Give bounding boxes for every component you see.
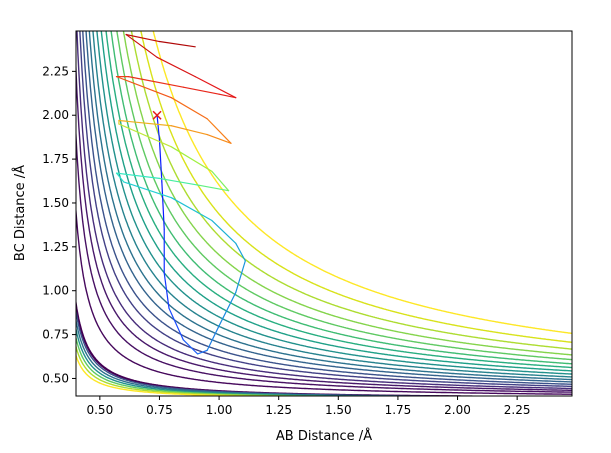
trajectory-segment (118, 119, 172, 127)
start-marker-stroke (152, 110, 162, 120)
plot-frame (75, 30, 573, 397)
trajectory-segment (170, 146, 213, 172)
contour-line (100, 31, 572, 372)
y-axis-label: BC Distance /Å (12, 165, 28, 261)
x-tick-label: 2.00 (444, 403, 471, 417)
y-tick-label: 2.00 (42, 108, 69, 122)
contour-line (76, 353, 290, 396)
trajectory-segment (182, 86, 220, 95)
contour-line (82, 31, 572, 385)
y-tick-label: 1.00 (42, 284, 69, 298)
y-tick-label: 0.75 (42, 328, 69, 342)
y-tick-label: 1.25 (42, 240, 69, 254)
trajectory-segment (156, 56, 196, 78)
trajectory-segment (206, 325, 220, 351)
x-tick-label: 1.75 (385, 403, 412, 417)
trajectory-segment (170, 125, 208, 136)
trajectory-segment (211, 219, 237, 244)
contour-line (76, 123, 572, 393)
contour-line (116, 31, 572, 361)
x-tick-label: 1.00 (206, 403, 233, 417)
contour-line (79, 31, 572, 388)
trajectory-segment (218, 93, 237, 99)
contour-line (105, 31, 572, 369)
contour-line (130, 31, 572, 350)
trajectory-segment (218, 291, 237, 327)
trajectory-segment (235, 260, 246, 294)
contour-line (96, 31, 572, 375)
trajectory-segment (206, 118, 232, 144)
trajectory-segment (211, 170, 230, 192)
trajectory-segment (163, 272, 170, 309)
trajectory-segment (194, 76, 237, 99)
trajectory-segment (125, 33, 161, 43)
y-tick-label: 2.25 (42, 64, 69, 78)
contour-line (76, 31, 572, 390)
trajectory-segment (170, 197, 213, 222)
trajectory-segment (156, 114, 161, 141)
contour-line (85, 31, 572, 383)
y-tick-label: 0.50 (42, 371, 69, 385)
trajectory-segment (158, 177, 201, 187)
contour-line (110, 31, 572, 365)
trajectory-segment (170, 97, 208, 120)
trajectory-segment (197, 349, 208, 355)
contour-lines (76, 31, 572, 396)
y-axis-ticks: 0.50 0.75 1.00 1.25 1.50 1.75 2.00 2.25 (42, 64, 76, 385)
x-tick-label: 0.50 (86, 403, 113, 417)
trajectory-segment (115, 172, 125, 183)
trajectory-path (115, 33, 246, 355)
x-axis-ticks: 0.50 0.75 1.00 1.25 1.50 1.75 2.00 2.25 (86, 396, 531, 417)
contour-line (76, 54, 572, 391)
trajectory-segment (235, 242, 246, 262)
x-tick-label: 0.75 (146, 403, 173, 417)
trajectory-segment (123, 181, 172, 199)
x-tick-label: 1.25 (265, 403, 292, 417)
x-axis-label: AB Distance /Å (276, 428, 372, 444)
trajectory-segment (115, 76, 172, 99)
trajectory-segment (125, 33, 158, 58)
trajectory-segment (118, 123, 172, 148)
y-tick-label: 1.75 (42, 152, 69, 166)
trajectory-segment (182, 339, 199, 355)
contour-line (76, 343, 335, 396)
contour-line (76, 334, 380, 396)
x-tick-label: 1.50 (325, 403, 352, 417)
contour-line (76, 202, 572, 395)
trajectory-segment (199, 184, 230, 192)
trajectory-segment (161, 181, 165, 230)
contour-line (122, 31, 572, 356)
trajectory-segment (158, 139, 163, 183)
trajectory-segment (115, 172, 161, 180)
trajectory-segment (168, 307, 184, 341)
trajectory-segment (158, 40, 196, 48)
trajectory-segment (127, 76, 184, 88)
x-tick-label: 2.25 (504, 403, 531, 417)
contour-line (140, 31, 572, 344)
start-marker (152, 110, 162, 120)
contour-line (92, 31, 572, 378)
trajectory-segment (206, 133, 232, 144)
y-tick-label: 1.50 (42, 196, 69, 210)
